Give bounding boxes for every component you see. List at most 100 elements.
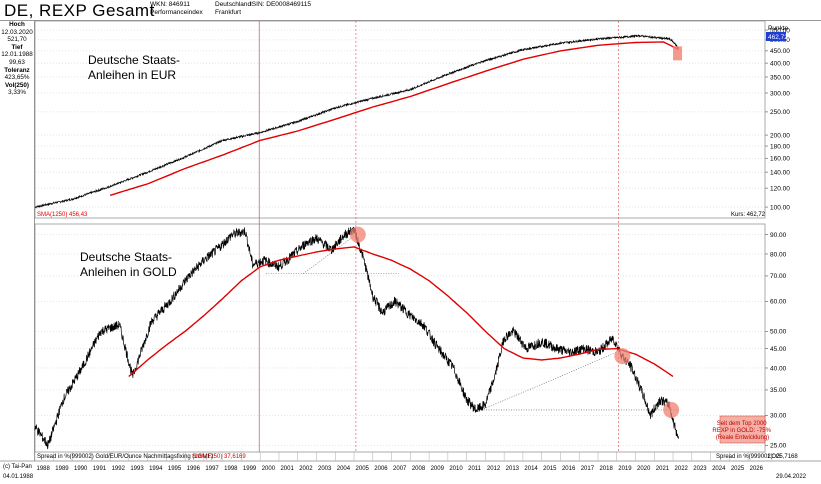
bottom-tick-label: 25.00 bbox=[770, 443, 787, 450]
bottom-tick-label: 70.00 bbox=[770, 273, 787, 280]
hoch-value: 521,70 bbox=[7, 36, 27, 44]
index-type: Performanceindex bbox=[150, 9, 203, 16]
chart-title: DE, REXP Gesamt bbox=[4, 1, 155, 20]
top-ylabel: Punkte bbox=[768, 25, 789, 32]
vertical-markers bbox=[258, 21, 679, 452]
chart-header: DE, REXP Gesamt WKN: 846911 Performancei… bbox=[0, 0, 821, 21]
annotation-text: Seit dem Top 2000 REXP in GOLD: -75% (Re… bbox=[712, 421, 772, 441]
axis-mode: LOG bbox=[768, 454, 781, 460]
x-tick-label: 1996 bbox=[187, 466, 201, 472]
top-tick-label: 180.00 bbox=[770, 143, 790, 150]
x-tick-label: 2018 bbox=[599, 466, 613, 472]
x-tick-label: 1993 bbox=[130, 466, 144, 472]
x-axis: 1988 1989 1990 1991 1992 1993 1994 1995 1996 1997… bbox=[34, 452, 764, 472]
highlight-box-top bbox=[673, 46, 683, 61]
top-sma-label: SMA(1250) 456,43 bbox=[37, 212, 88, 218]
bottom-series-label: Spread in %(999002) Gold/EUR/Ounce Nachm… bbox=[37, 454, 213, 460]
bottom-annotation-line2: Anleihen in GOLD bbox=[80, 265, 177, 279]
x-tick-label: 2000 bbox=[262, 466, 276, 472]
tief-date: 12.01.1988 bbox=[1, 51, 33, 59]
x-tick-label: 1997 bbox=[205, 466, 219, 472]
bottom-y-axis: 25.00 30.00 35.00 40.00 45.00 50.00 60.00 70.00… bbox=[35, 232, 787, 450]
bottom-tick-label: 45.00 bbox=[770, 346, 787, 353]
bottom-spread-label: Spread in %(999002): 25,7168 bbox=[716, 454, 798, 460]
x-tick-label: 2011 bbox=[468, 466, 482, 472]
tief-label: Tief bbox=[11, 43, 23, 51]
bottom-sma-label: SMA(1250) 37,6169 bbox=[192, 454, 246, 460]
end-date: 29.04.2022 bbox=[776, 474, 807, 480]
x-tick-label: 1994 bbox=[149, 466, 163, 472]
bottom-panel-frame bbox=[34, 223, 766, 453]
x-tick-label: 1992 bbox=[112, 466, 126, 472]
top-panel-frame bbox=[34, 20, 766, 219]
x-tick-label: 2019 bbox=[618, 466, 632, 472]
bottom-tick-label: 40.00 bbox=[770, 365, 787, 372]
x-tick-label: 2014 bbox=[524, 466, 538, 472]
top-tick-label: 100.00 bbox=[770, 204, 790, 211]
top-tick-label: 400.00 bbox=[770, 60, 790, 67]
annotation-line1: Seit dem Top 2000 bbox=[717, 421, 768, 427]
exchange: Frankfurt bbox=[215, 9, 242, 16]
highlight-circle-3 bbox=[663, 401, 680, 418]
top-series-price bbox=[34, 34, 680, 209]
country: Deutschland bbox=[215, 1, 252, 8]
isin: ISIN: DE0008469115 bbox=[250, 1, 311, 8]
x-tick-label: 2008 bbox=[412, 466, 426, 472]
top-series-sma bbox=[109, 41, 679, 196]
stats-sidebar: Hoch 12.03.2020 521,70 Tief 12.01.1988 9… bbox=[0, 21, 35, 461]
x-tick-label: 1989 bbox=[55, 466, 69, 472]
x-tick-label: 2020 bbox=[637, 466, 651, 472]
x-tick-label: 2004 bbox=[337, 466, 351, 472]
top-annotation-line2: Anleihen in EUR bbox=[88, 68, 176, 82]
x-tick-label: 2024 bbox=[712, 466, 726, 472]
x-tick-label: 2012 bbox=[487, 466, 501, 472]
source-label: (c) Tai-Pan bbox=[3, 464, 32, 470]
vol-label: Vol(250) bbox=[4, 81, 30, 89]
top-tick-label: 550.00 bbox=[770, 27, 790, 34]
x-tick-label: 2006 bbox=[374, 466, 388, 472]
annotation-line2: REXP in GOLD: -75% bbox=[712, 428, 771, 434]
x-tick-label: 1995 bbox=[168, 466, 182, 472]
annotation-box bbox=[719, 415, 766, 444]
x-tick-label: 2015 bbox=[543, 466, 557, 472]
x-tick-label: 2009 bbox=[431, 466, 445, 472]
x-tick-label: 2002 bbox=[299, 466, 313, 472]
wkn-info: WKN: 846911 Performanceindex bbox=[150, 1, 203, 17]
top-tick-label: 350.00 bbox=[770, 74, 790, 81]
top-series bbox=[34, 34, 680, 209]
bottom-tick-label: 50.00 bbox=[770, 329, 787, 336]
bottom-tick-label: 30.00 bbox=[770, 413, 787, 420]
x-tick-label: 2025 bbox=[731, 466, 745, 472]
top-tick-label: 300.00 bbox=[770, 90, 790, 97]
top-price-label: Kurs: 462,72 bbox=[731, 212, 766, 218]
x-tick-label: 1988 bbox=[37, 466, 51, 472]
trend-line-early bbox=[303, 234, 357, 274]
hoch-label: Hoch bbox=[9, 21, 25, 28]
x-tick-label: 2001 bbox=[280, 466, 294, 472]
x-tick-label: 2022 bbox=[675, 466, 689, 472]
last-value-box bbox=[766, 32, 786, 41]
x-tick-label: 2005 bbox=[356, 466, 370, 472]
bottom-tick-label: 35.00 bbox=[770, 387, 787, 394]
x-tick-label: 2007 bbox=[393, 466, 407, 472]
top-tick-label: 140.00 bbox=[770, 169, 790, 176]
toleranz-label: Toleranz bbox=[4, 66, 30, 74]
wkn-number: WKN: 846911 bbox=[150, 1, 190, 8]
top-tick-label: 160.00 bbox=[770, 156, 790, 163]
top-tick-label: 250.00 bbox=[770, 109, 790, 116]
toleranz-value: 423,65% bbox=[4, 74, 30, 82]
tief-value: 99,63 bbox=[9, 58, 25, 66]
x-tick-label: 2016 bbox=[562, 466, 576, 472]
top-tick-label: 450.00 bbox=[770, 48, 790, 55]
annotation-line3: (Reale Entwicklung) bbox=[716, 435, 769, 441]
x-tick-label: 2003 bbox=[318, 466, 332, 472]
exchange-info: Deutschland Frankfurt bbox=[215, 1, 251, 17]
last-value-label: 462,72 bbox=[768, 34, 788, 41]
bottom-annotation-line1: Deutsche Staats- bbox=[80, 250, 172, 264]
x-tick-label: 1991 bbox=[93, 466, 107, 472]
x-tick-label: 1999 bbox=[243, 466, 257, 472]
bottom-series-sma bbox=[128, 246, 674, 377]
x-tick-label: 2023 bbox=[693, 466, 707, 472]
x-tick-label: 2026 bbox=[750, 466, 764, 472]
